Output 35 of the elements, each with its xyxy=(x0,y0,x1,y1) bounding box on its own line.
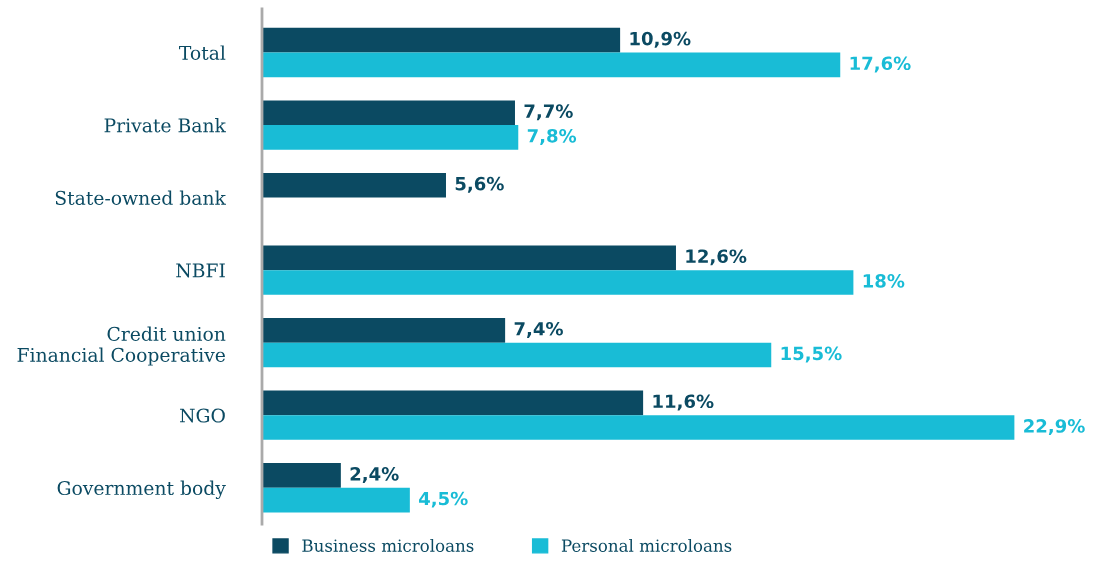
bar xyxy=(262,245,676,271)
bar xyxy=(262,342,772,368)
data-label: 10,9% xyxy=(630,31,691,48)
bar xyxy=(262,318,506,343)
bar xyxy=(262,125,519,150)
y-tick-label: Credit union Financial Cooperative xyxy=(17,326,226,366)
bar xyxy=(262,100,515,126)
y-tick-label: Private Bank xyxy=(104,117,227,133)
data-label: 2,4% xyxy=(350,466,399,483)
bar xyxy=(262,415,1015,440)
y-tick-label: Government body xyxy=(57,480,226,500)
legend-label: Business microloans xyxy=(302,539,474,552)
bar xyxy=(262,270,854,295)
data-label: 11,6% xyxy=(653,394,714,411)
data-label: 5,6% xyxy=(455,176,504,193)
data-label: 4,5% xyxy=(418,491,468,508)
data-label: 7,4% xyxy=(514,321,563,338)
data-label: 7,7% xyxy=(524,104,573,121)
data-label: 17,6% xyxy=(850,56,911,73)
data-label: 18% xyxy=(863,274,905,288)
data-label: 7,8% xyxy=(527,128,577,145)
bar xyxy=(262,172,446,198)
data-label: 12,6% xyxy=(686,249,747,266)
y-tick-label: NGO xyxy=(180,408,225,423)
bar xyxy=(262,390,644,416)
y-tick-label: State-owned bank xyxy=(55,190,227,205)
data-label: 15,5% xyxy=(781,346,842,363)
bar xyxy=(262,487,410,513)
y-tick-label: Total xyxy=(179,45,226,60)
data-label: 22,9% xyxy=(1024,419,1085,436)
y-tick-label: NBFI xyxy=(176,263,225,278)
bar xyxy=(262,27,621,53)
legend-label: Personal microloans xyxy=(561,539,732,552)
bar xyxy=(262,52,841,78)
bar xyxy=(262,463,341,488)
